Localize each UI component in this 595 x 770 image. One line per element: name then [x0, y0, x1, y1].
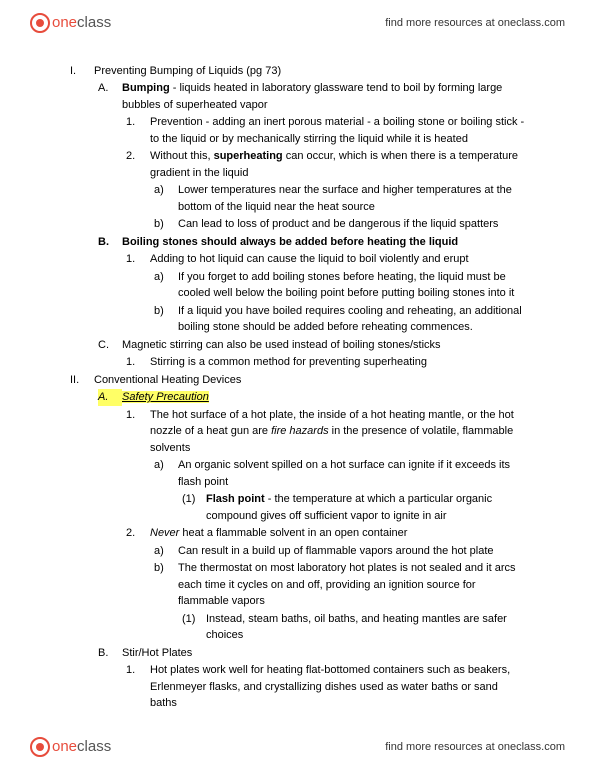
item-2b1: 1. Hot plates work well for heating flat… — [126, 662, 525, 712]
marker: 1. — [126, 354, 150, 371]
marker: 1. — [126, 662, 150, 712]
item-1c: C. Magnetic stirring can also be used in… — [98, 337, 525, 354]
item-1b1a: a) If you forget to add boiling stones b… — [154, 269, 525, 302]
marker: 1. — [126, 407, 150, 457]
text: Hot plates work well for heating flat-bo… — [150, 662, 525, 712]
text: Stir/Hot Plates — [122, 645, 525, 662]
section-1: I. Preventing Bumping of Liquids (pg 73) — [70, 63, 525, 80]
marker: a) — [154, 269, 178, 302]
document-body: I. Preventing Bumping of Liquids (pg 73)… — [0, 43, 595, 712]
marker: 2. — [126, 148, 150, 181]
item-1a1: 1. Prevention - adding an inert porous m… — [126, 114, 525, 147]
resources-link[interactable]: find more resources at oneclass.com — [385, 15, 565, 32]
marker: 1. — [126, 114, 150, 147]
marker: 2. — [126, 525, 150, 542]
marker: a) — [154, 543, 178, 560]
marker: 1. — [126, 251, 150, 268]
text: If a liquid you have boiled requires coo… — [178, 303, 525, 336]
text: Lower temperatures near the surface and … — [178, 182, 525, 215]
logo-icon — [30, 737, 50, 757]
item-2a2b1: (1) Instead, steam baths, oil baths, and… — [182, 611, 525, 644]
marker: II. — [70, 372, 94, 389]
marker: C. — [98, 337, 122, 354]
item-1b: B. Boiling stones should always be added… — [98, 234, 525, 251]
marker: B. — [98, 645, 122, 662]
section-title: Conventional Heating Devices — [94, 372, 525, 389]
item-1a: A. Bumping - liquids heated in laborator… — [98, 80, 525, 113]
text: Without this, superheating can occur, wh… — [150, 148, 525, 181]
resources-link[interactable]: find more resources at oneclass.com — [385, 739, 565, 756]
text: Adding to hot liquid can cause the liqui… — [150, 251, 525, 268]
text: The thermostat on most laboratory hot pl… — [178, 560, 525, 610]
logo-text: oneclass — [52, 12, 111, 35]
item-1a2b: b) Can lead to loss of product and be da… — [154, 216, 525, 233]
marker: b) — [154, 560, 178, 610]
marker: I. — [70, 63, 94, 80]
text: An organic solvent spilled on a hot surf… — [178, 457, 525, 490]
text: Stirring is a common method for preventi… — [150, 354, 525, 371]
marker: A. — [98, 389, 122, 406]
marker: a) — [154, 457, 178, 490]
logo: oneclass — [30, 12, 111, 35]
text: Boiling stones should always be added be… — [122, 234, 525, 251]
item-1a2a: a) Lower temperatures near the surface a… — [154, 182, 525, 215]
marker: b) — [154, 216, 178, 233]
text: Safety Precaution — [122, 389, 525, 406]
item-1c1: 1. Stirring is a common method for preve… — [126, 354, 525, 371]
marker: (1) — [182, 491, 206, 524]
marker: A. — [98, 80, 122, 113]
text: Can result in a build up of flammable va… — [178, 543, 525, 560]
logo: oneclass — [30, 736, 111, 759]
text: Can lead to loss of product and be dange… — [178, 216, 525, 233]
text: The hot surface of a hot plate, the insi… — [150, 407, 525, 457]
page-footer: oneclass find more resources at oneclass… — [0, 728, 595, 770]
marker: a) — [154, 182, 178, 215]
item-2b: B. Stir/Hot Plates — [98, 645, 525, 662]
item-2a1: 1. The hot surface of a hot plate, the i… — [126, 407, 525, 457]
text: Instead, steam baths, oil baths, and hea… — [206, 611, 525, 644]
text: Never heat a flammable solvent in an ope… — [150, 525, 525, 542]
logo-icon — [30, 13, 50, 33]
page-header: oneclass find more resources at oneclass… — [0, 0, 595, 43]
item-2a2: 2. Never heat a flammable solvent in an … — [126, 525, 525, 542]
section-title: Preventing Bumping of Liquids (pg 73) — [94, 63, 525, 80]
item-1b1b: b) If a liquid you have boiled requires … — [154, 303, 525, 336]
logo-text: oneclass — [52, 736, 111, 759]
text: If you forget to add boiling stones befo… — [178, 269, 525, 302]
section-2: II. Conventional Heating Devices — [70, 372, 525, 389]
text: Prevention - adding an inert porous mate… — [150, 114, 525, 147]
text: Bumping - liquids heated in laboratory g… — [122, 80, 525, 113]
item-2a1a1: (1) Flash point - the temperature at whi… — [182, 491, 525, 524]
item-1b1: 1. Adding to hot liquid can cause the li… — [126, 251, 525, 268]
item-2a2b: b) The thermostat on most laboratory hot… — [154, 560, 525, 610]
item-2a1a: a) An organic solvent spilled on a hot s… — [154, 457, 525, 490]
marker: b) — [154, 303, 178, 336]
marker: B. — [98, 234, 122, 251]
marker: (1) — [182, 611, 206, 644]
text: Flash point - the temperature at which a… — [206, 491, 525, 524]
item-2a2a: a) Can result in a build up of flammable… — [154, 543, 525, 560]
item-1a2: 2. Without this, superheating can occur,… — [126, 148, 525, 181]
text: Magnetic stirring can also be used inste… — [122, 337, 525, 354]
item-2a: A. Safety Precaution — [98, 389, 525, 406]
